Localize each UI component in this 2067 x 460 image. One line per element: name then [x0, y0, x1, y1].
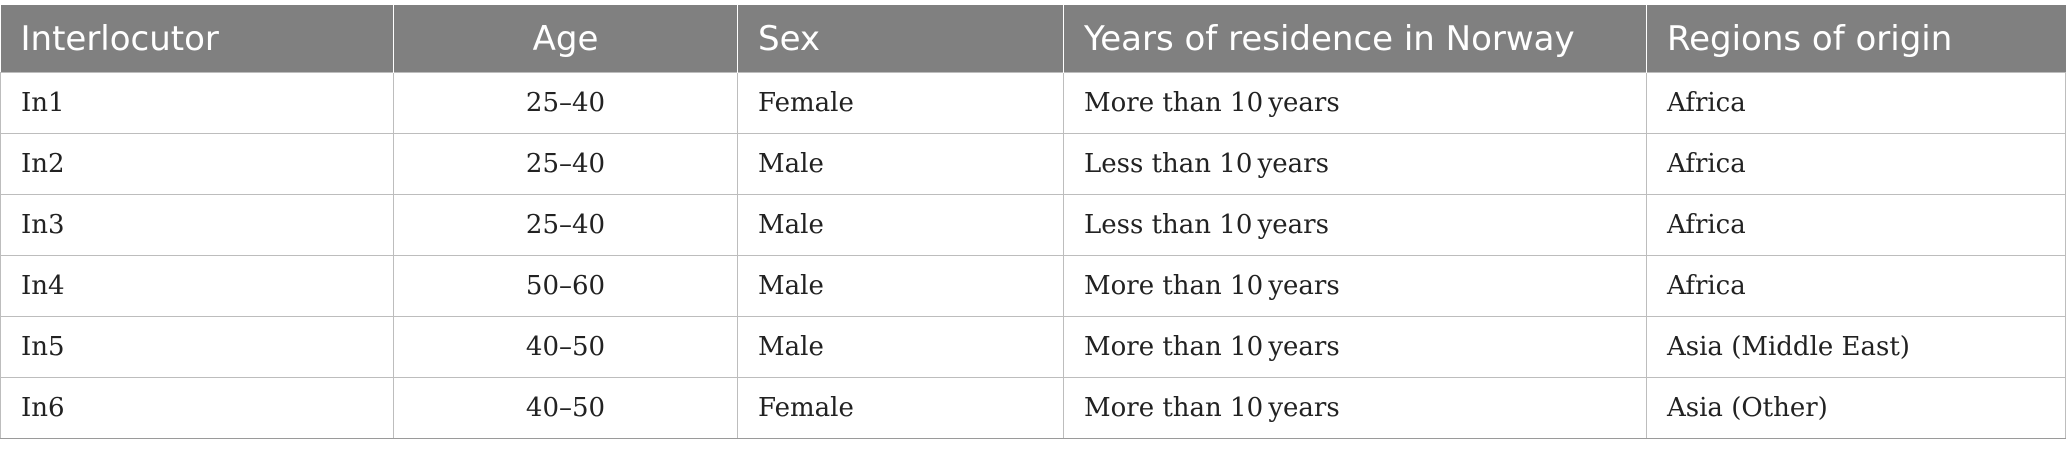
cell-interlocutor: In4: [0, 255, 394, 317]
cell-sex: Male: [737, 316, 1064, 378]
table-row: In2 25–40 Male Less than 10 years Africa: [0, 133, 2066, 195]
header-regions-of-origin: Regions of origin: [1646, 5, 2066, 73]
cell-interlocutor: In5: [0, 316, 394, 378]
cell-age: 40–50: [393, 316, 738, 378]
cell-sex: Female: [737, 377, 1064, 439]
table-row: In5 40–50 Male More than 10 years Asia (…: [0, 316, 2066, 378]
header-interlocutor: Interlocutor: [0, 5, 394, 73]
cell-years: Less than 10 years: [1063, 133, 1647, 195]
cell-sex: Female: [737, 72, 1064, 134]
cell-interlocutor: In3: [0, 194, 394, 256]
cell-years: Less than 10 years: [1063, 194, 1647, 256]
cell-age: 25–40: [393, 133, 738, 195]
table-body: In1 25–40 Female More than 10 years Afri…: [0, 72, 2066, 439]
cell-region: Africa: [1646, 255, 2066, 317]
cell-age: 50–60: [393, 255, 738, 317]
cell-years: More than 10 years: [1063, 255, 1647, 317]
cell-age: 25–40: [393, 72, 738, 134]
header-age: Age: [393, 5, 738, 73]
cell-region: Africa: [1646, 72, 2066, 134]
table-container: Interlocutor Age Sex Years of residence …: [0, 5, 2067, 439]
cell-years: More than 10 years: [1063, 72, 1647, 134]
cell-sex: Male: [737, 194, 1064, 256]
cell-interlocutor: In6: [0, 377, 394, 439]
header-sex: Sex: [737, 5, 1064, 73]
table-header: Interlocutor Age Sex Years of residence …: [0, 5, 2066, 73]
cell-region: Asia (Other): [1646, 377, 2066, 439]
header-years-of-residence: Years of residence in Norway: [1063, 5, 1647, 73]
table-row: In4 50–60 Male More than 10 years Africa: [0, 255, 2066, 317]
table-row: In6 40–50 Female More than 10 years Asia…: [0, 377, 2066, 439]
cell-age: 40–50: [393, 377, 738, 439]
interlocutor-table: Interlocutor Age Sex Years of residence …: [0, 5, 2066, 439]
table-row: In1 25–40 Female More than 10 years Afri…: [0, 72, 2066, 134]
header-row: Interlocutor Age Sex Years of residence …: [0, 5, 2066, 73]
cell-interlocutor: In2: [0, 133, 394, 195]
cell-sex: Male: [737, 255, 1064, 317]
cell-interlocutor: In1: [0, 72, 394, 134]
table-row: In3 25–40 Male Less than 10 years Africa: [0, 194, 2066, 256]
cell-sex: Male: [737, 133, 1064, 195]
cell-years: More than 10 years: [1063, 377, 1647, 439]
cell-region: Africa: [1646, 133, 2066, 195]
cell-age: 25–40: [393, 194, 738, 256]
cell-years: More than 10 years: [1063, 316, 1647, 378]
cell-region: Africa: [1646, 194, 2066, 256]
cell-region: Asia (Middle East): [1646, 316, 2066, 378]
